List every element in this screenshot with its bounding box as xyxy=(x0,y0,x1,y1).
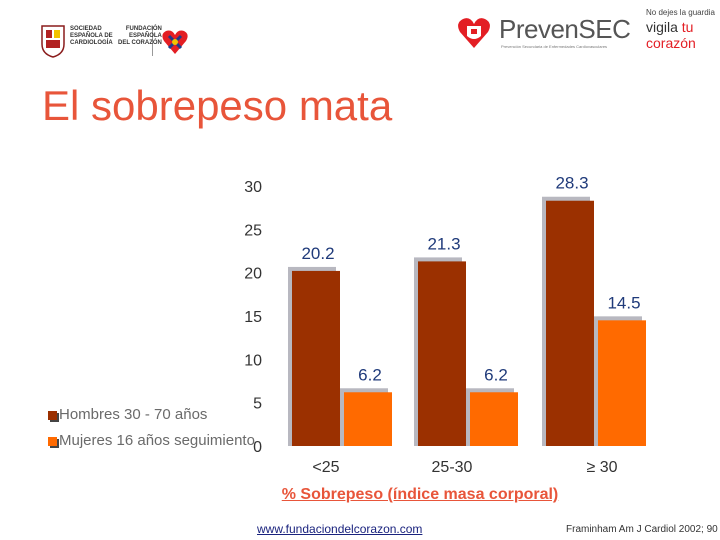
data-label: 20.2 xyxy=(301,244,334,263)
x-tick-label: <25 xyxy=(312,459,339,476)
tagline: No dejes la guardia vigila tu corazón xyxy=(646,8,720,51)
prevensec-logo[interactable]: PrevenSEC Prevención Secundaria de Enfer… xyxy=(455,14,645,54)
data-label: 14.5 xyxy=(607,293,640,312)
tagline-word-vigila: vigila xyxy=(646,19,678,35)
fund-logo-line: DEL CORAZÓN xyxy=(118,40,162,46)
bar xyxy=(418,261,466,446)
fund-logo-line: FUNDACIÓN xyxy=(125,26,162,32)
sec-fundacion-logo[interactable]: SOCIEDAD ESPAÑOLA DE CARDIOLOGÍA FUNDACI… xyxy=(40,22,200,62)
y-tick-label: 15 xyxy=(244,309,262,326)
tagline-small: No dejes la guardia xyxy=(646,8,715,17)
data-label: 21.3 xyxy=(427,234,460,253)
page-title: El sobrepeso mata xyxy=(42,82,393,129)
y-tick-label: 25 xyxy=(244,222,262,239)
y-tick-label: 30 xyxy=(244,179,262,196)
bar xyxy=(292,270,340,446)
legend-item-men: Hombres 30 - 70 años xyxy=(48,404,255,430)
header: SOCIEDAD ESPAÑOLA DE CARDIOLOGÍA FUNDACI… xyxy=(0,0,720,70)
sec-logo-line: SOCIEDAD xyxy=(70,26,102,32)
footer-source: Framinham Am J Cardiol 2002; 90 xyxy=(566,524,718,535)
data-label: 28.3 xyxy=(555,174,588,193)
bar xyxy=(344,392,392,446)
legend-label-men: Hombres 30 - 70 años xyxy=(59,406,208,423)
prevensec-name: PrevenSEC xyxy=(499,14,631,44)
x-tick-label: ≥ 30 xyxy=(586,459,617,476)
sec-logo-line: ESPAÑOLA DE xyxy=(70,33,113,39)
data-label: 6.2 xyxy=(358,365,382,384)
legend-item-women: Mujeres 16 años seguimiento xyxy=(48,430,255,456)
sec-crest-icon xyxy=(41,25,65,58)
x-tick-label: 25-30 xyxy=(432,459,473,476)
tagline-word-tu: tu xyxy=(681,19,694,35)
logo-divider xyxy=(152,26,153,56)
y-tick-label: 10 xyxy=(244,352,262,369)
legend-swatch-men xyxy=(48,410,57,420)
y-tick-label: 20 xyxy=(244,266,262,283)
bar xyxy=(598,320,646,446)
x-axis-title: % Sobrepeso (índice masa corporal) xyxy=(281,486,559,503)
bar xyxy=(470,392,518,446)
data-label: 6.2 xyxy=(484,365,508,384)
fund-logo-line: ESPAÑOLA xyxy=(128,33,162,39)
footer-url-link[interactable]: www.fundaciondelcorazon.com xyxy=(257,522,423,536)
sec-logo-line: CARDIOLOGÍA xyxy=(70,40,113,46)
chart-legend: Hombres 30 - 70 años Mujeres 16 años seg… xyxy=(48,404,255,456)
fundacion-heart-icon xyxy=(162,30,188,54)
y-tick-label: 5 xyxy=(253,396,262,413)
legend-label-women: Mujeres 16 años seguimiento xyxy=(59,432,255,449)
prevensec-heart-icon xyxy=(458,18,490,48)
y-tick-label: 0 xyxy=(253,439,262,456)
legend-swatch-women xyxy=(48,436,57,446)
prevensec-subtitle: Prevención Secundaria de Enfermedades Ca… xyxy=(501,44,608,49)
tagline-word-corazon: corazón xyxy=(646,35,696,51)
bar xyxy=(546,200,594,446)
